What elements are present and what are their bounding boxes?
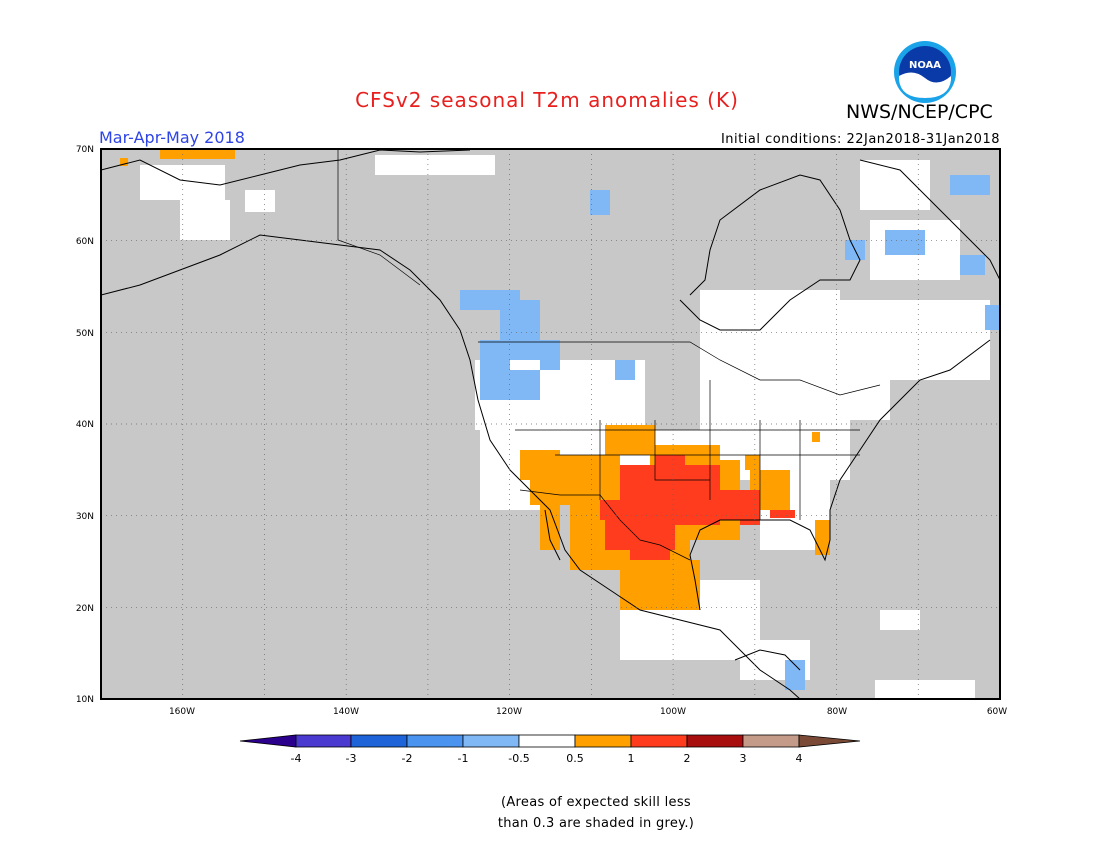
strong-warm-anomaly-cell (600, 500, 630, 520)
negative-anomaly-areas (460, 175, 1000, 690)
warm-anomaly-cell (160, 149, 235, 159)
color-legend: -4 -3 -2 -1 -0.5 0.5 1 2 3 4 (239, 734, 861, 765)
strong-warm-anomaly-areas (600, 455, 795, 560)
cold-anomaly-cell (480, 370, 540, 400)
legend-tick-label: -4 (291, 752, 302, 765)
cold-anomaly-cell (590, 190, 610, 215)
south-america-skill-area (875, 680, 975, 699)
legend-swatch (462, 734, 520, 748)
footnote-line-1: (Areas of expected skill less (500, 795, 692, 810)
warm-anomaly-cell (120, 158, 128, 166)
legend-swatch (630, 734, 688, 748)
footnote-line-2: than 0.3 are shaded in grey.) (497, 816, 695, 831)
skill-footnote: (Areas of expected skill less than 0.3 a… (0, 792, 1100, 834)
warm-anomaly-cell (812, 432, 820, 442)
arctic-skill-area (375, 155, 495, 175)
legend-tick-label: 1 (628, 752, 635, 765)
lon-label-160w: 160W (169, 707, 195, 717)
cold-anomaly-cell (950, 175, 990, 195)
lat-label-70n: 70N (76, 145, 94, 155)
legend-swatch (742, 734, 800, 748)
political-borders (337, 149, 881, 561)
lon-label-140w: 140W (333, 707, 359, 717)
lat-label-10n: 10N (76, 695, 94, 705)
warm-anomaly-cell (540, 500, 560, 550)
alaska-skill-area (245, 190, 275, 212)
anomaly-map: 70N 60N 50N 40N 30N 20N 10N 160W 140W 12… (76, 145, 1007, 717)
legend-tick-label: -1 (458, 752, 469, 765)
legend-swatch (574, 734, 632, 748)
canada-skill-area (860, 160, 930, 210)
warm-anomaly-cell (745, 455, 760, 470)
lat-label-20n: 20N (76, 604, 94, 614)
warm-anomaly-cell (560, 455, 620, 485)
coastlines (101, 149, 1000, 699)
lat-label-50n: 50N (76, 329, 94, 339)
cold-anomaly-cell (615, 360, 635, 380)
lat-label-40n: 40N (76, 420, 94, 430)
legend-swatch-below-4 (239, 734, 297, 748)
legend-tick-label: 0.5 (566, 752, 584, 765)
legend-swatch (518, 734, 576, 748)
legend-swatch-above-4 (798, 734, 861, 748)
strong-warm-anomaly-cell (620, 465, 720, 525)
legend-tick-label: 3 (740, 752, 747, 765)
legend-swatch (406, 734, 464, 748)
legend-swatch (295, 734, 352, 748)
lon-label-120w: 120W (496, 707, 522, 717)
legend-tick-label: 4 (796, 752, 803, 765)
warm-anomaly-cell (605, 425, 655, 455)
warm-anomaly-cell (680, 590, 700, 610)
legend-swatch (686, 734, 744, 748)
legend-tick-label: -2 (402, 752, 413, 765)
lat-label-60n: 60N (76, 237, 94, 247)
cold-anomaly-cell (540, 340, 560, 370)
caribbean-skill-area (880, 610, 920, 630)
strong-warm-anomaly-cell (630, 545, 670, 560)
strong-warm-anomaly-cell (655, 455, 685, 470)
legend-tick-label: -3 (346, 752, 357, 765)
lon-label-60w: 60W (987, 707, 1007, 717)
map-frame (100, 148, 1001, 700)
cold-anomaly-cell (480, 340, 510, 370)
noaa-logo: NOAA (894, 41, 956, 103)
lat-label-30n: 30N (76, 512, 94, 522)
cold-anomaly-cell (885, 230, 925, 255)
noaa-logo-text: NOAA (909, 60, 941, 71)
map-gridlines (101, 149, 1000, 699)
legend-swatch (350, 734, 408, 748)
warm-anomaly-cell (815, 520, 830, 555)
organization-label: NWS/NCEP/CPC (846, 101, 993, 123)
lon-label-100w: 100W (660, 707, 686, 717)
forecast-period: Mar-Apr-May 2018 (99, 128, 245, 147)
alaska-skill-area (180, 200, 230, 240)
chart-title: CFSv2 seasonal T2m anomalies (K) (355, 88, 739, 112)
cold-anomaly-cell (960, 255, 985, 275)
cold-anomaly-cell (985, 305, 1000, 330)
legend-tick-label: -0.5 (508, 752, 529, 765)
strong-warm-anomaly-cell (770, 510, 795, 518)
legend-tick-label: 2 (684, 752, 691, 765)
initial-conditions: Initial conditions: 22Jan2018-31Jan2018 (720, 132, 1000, 147)
lon-label-80w: 80W (827, 707, 847, 717)
cold-anomaly-cell (785, 660, 805, 690)
